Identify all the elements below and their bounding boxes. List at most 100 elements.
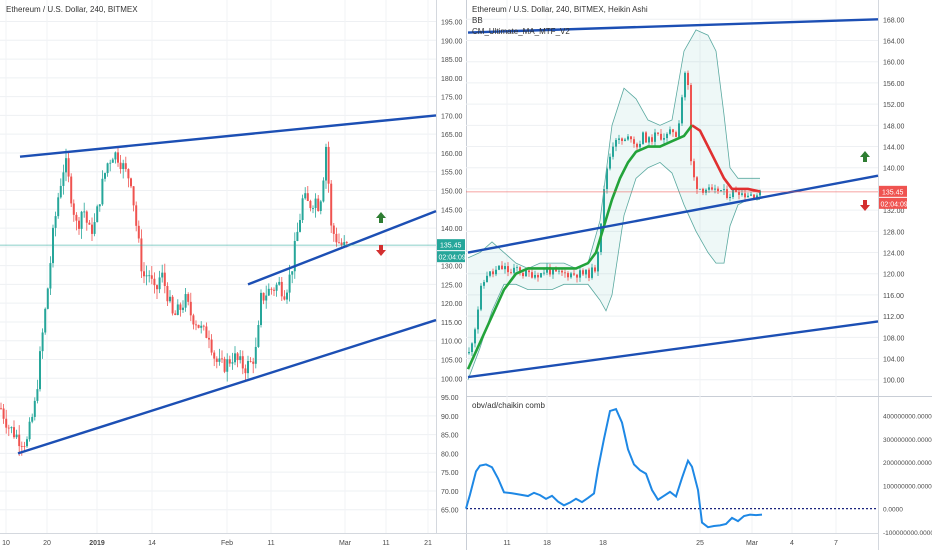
right-y-tick: 120.00 <box>883 272 905 279</box>
right-y-tick: 152.00 <box>883 102 905 109</box>
left-candle-body <box>265 295 268 301</box>
left-candle-body <box>221 358 223 360</box>
left-candle-body <box>117 152 119 163</box>
left-candle-body <box>231 362 234 364</box>
left-candle-body <box>176 304 179 315</box>
ma-line-down <box>691 124 761 193</box>
markers: 135.45 02:04:09 135.45 02:04:09 <box>376 151 908 263</box>
right-candle-body <box>597 252 599 272</box>
right-x-tick-extra: 18 <box>599 540 607 547</box>
left-candle-body <box>223 358 226 372</box>
left-y-tick: 115.00 <box>441 320 462 327</box>
left-y-tick: 85.00 <box>441 433 459 440</box>
left-candle-body <box>197 324 200 328</box>
left-candle-body <box>202 325 205 327</box>
bollinger-lower <box>467 161 760 380</box>
right-candle-body <box>513 267 515 273</box>
left-candle-body <box>163 272 166 286</box>
left-trendline[interactable] <box>19 114 437 158</box>
right-candle-body <box>666 133 668 139</box>
right-candle-body <box>585 269 587 275</box>
left-candle-body <box>114 152 117 160</box>
right-candle-body <box>468 351 470 354</box>
left-x-tick: 20 <box>43 540 51 547</box>
left-candle-body <box>23 446 26 447</box>
left-candle-body <box>270 288 273 290</box>
right-candle-body <box>519 267 521 273</box>
right-candle-body <box>705 189 707 193</box>
left-candle-body <box>2 408 5 419</box>
left-candle-body <box>150 275 153 279</box>
left-candle-body <box>345 242 348 243</box>
left-timer-bg <box>437 251 465 263</box>
right-candle-body <box>753 194 755 199</box>
left-candle-body <box>343 242 346 246</box>
left-candle-body <box>241 356 244 369</box>
right-trendline[interactable] <box>467 320 879 379</box>
left-trendline[interactable] <box>247 210 437 286</box>
indicator-bb[interactable]: BB <box>472 16 483 25</box>
ma-line-up <box>466 124 694 370</box>
osc-y-tick: 100000000.0000 <box>883 483 932 490</box>
osc-y-tick: 0.0000 <box>883 507 903 514</box>
left-candle-body <box>174 313 177 315</box>
left-candle-body <box>78 220 80 229</box>
right-candle-body <box>582 270 584 275</box>
left-candle-body <box>122 163 125 170</box>
left-candle-body <box>10 427 13 429</box>
left-candle-body <box>239 356 242 361</box>
right-grid <box>466 0 878 533</box>
right-candle-body <box>645 132 647 143</box>
left-candle-body <box>13 427 15 438</box>
right-candle-body <box>558 270 560 272</box>
right-trendline[interactable] <box>467 174 879 254</box>
right-candle-body <box>579 270 581 278</box>
left-candle-body <box>161 272 164 278</box>
osc-y-tick: 300000000.0000 <box>883 437 932 444</box>
indicator-ma[interactable]: CM_Ultimate_MA_MTF_V2 <box>472 27 570 36</box>
left-candle-body <box>314 198 317 209</box>
left-candle-body <box>267 288 270 296</box>
right-candle-body <box>696 177 698 190</box>
left-candle-body <box>26 439 28 447</box>
left-candle-body <box>317 198 320 211</box>
left-candle-body <box>335 233 338 243</box>
left-candle-body <box>262 292 265 301</box>
left-candle-body <box>98 204 101 207</box>
right-candle-body <box>516 267 518 269</box>
left-candle-body <box>49 263 52 289</box>
right-candle-body <box>735 190 737 193</box>
left-y-tick: 110.00 <box>441 339 462 346</box>
right-candle-body <box>525 270 527 277</box>
left-y-tick: 90.00 <box>441 414 459 421</box>
oscillator-title[interactable]: obv/ad/chaikin comb <box>472 401 545 410</box>
right-x-tick: 11 <box>503 540 510 547</box>
right-candle-body <box>627 136 629 140</box>
left-candle-body <box>156 285 158 290</box>
left-y-tick: 165.00 <box>441 132 463 139</box>
right-candle-body <box>624 139 626 141</box>
bollinger-upper <box>467 29 760 269</box>
right-candle-body <box>633 139 635 144</box>
left-candle-body <box>54 216 57 228</box>
left-candle-body <box>309 200 312 209</box>
right-candle-body <box>564 272 566 274</box>
left-candle-body <box>187 294 190 302</box>
left-candle-body <box>41 332 44 352</box>
left-candle-body <box>62 172 65 186</box>
right-candle-body <box>654 132 656 142</box>
left-candle-body <box>278 281 281 285</box>
right-trendline[interactable] <box>467 18 879 34</box>
left-candle-body <box>252 361 255 364</box>
right-candle-body <box>723 189 725 191</box>
left-candle-body <box>143 271 145 277</box>
left-candle-body <box>153 278 156 286</box>
right-candle-body <box>663 138 665 140</box>
left-candle-body <box>101 178 104 205</box>
left-candle-body <box>28 421 31 440</box>
left-trendline[interactable] <box>17 318 437 455</box>
right-candle-body <box>540 273 542 278</box>
right-candle-body <box>504 266 506 270</box>
